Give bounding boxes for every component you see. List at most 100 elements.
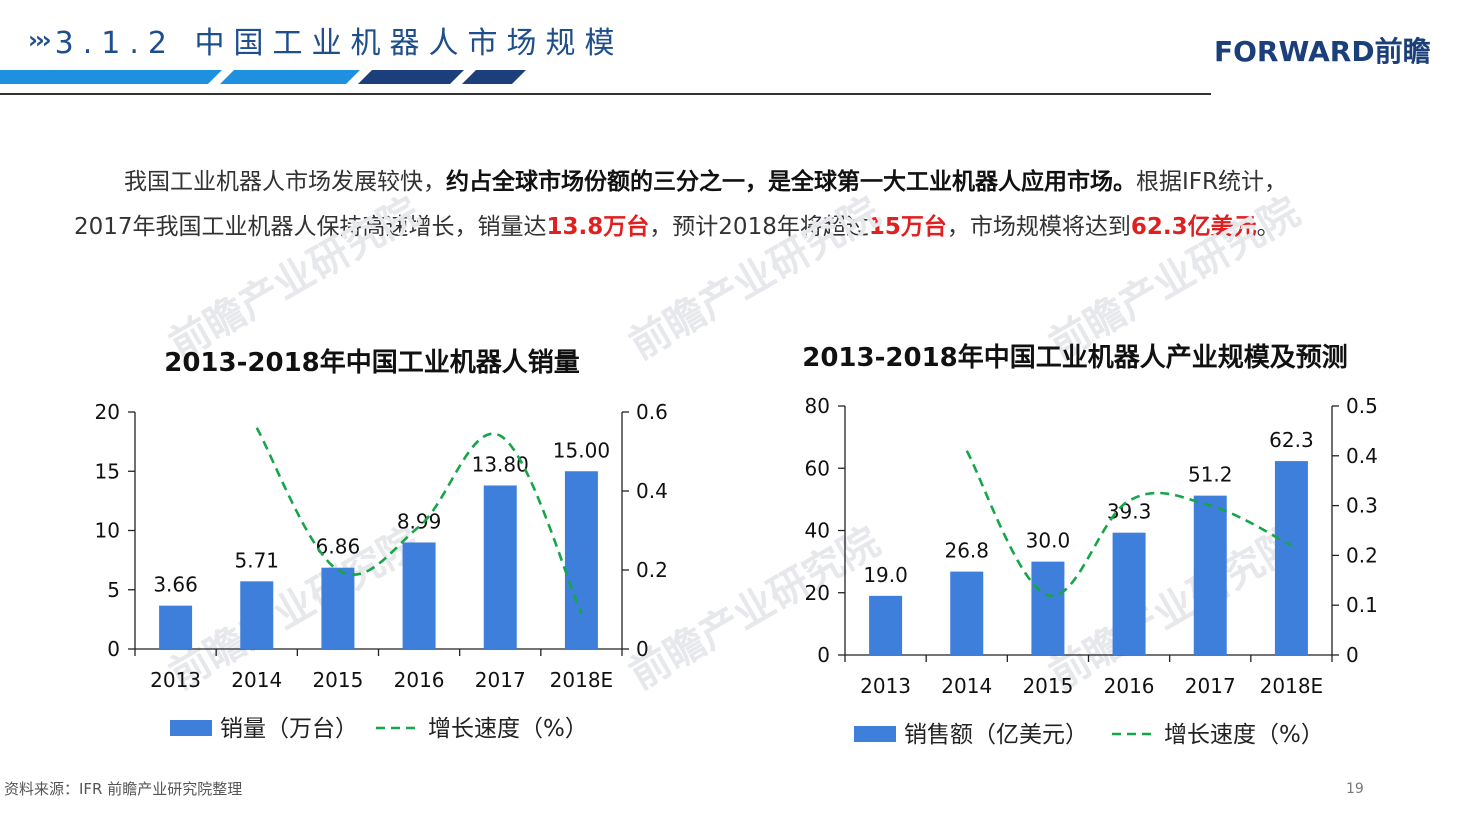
legend-bar-swatch: [170, 720, 212, 736]
watermark: 前瞻产业研究院: [622, 189, 887, 369]
bar: [321, 567, 355, 649]
bar: [564, 471, 598, 649]
y-tick-label: 10: [95, 519, 120, 543]
y-tick-label: 0: [107, 637, 120, 661]
chart-title: 2013-2018年中国工业机器人销量: [164, 347, 580, 378]
data-label: 13.80: [472, 452, 529, 476]
y2-tick-label: 0.2: [1346, 543, 1378, 567]
intro-highlight-red: 62.3亿美元: [1130, 214, 1257, 240]
x-tick-label: 2013: [860, 674, 911, 698]
bar: [869, 595, 903, 655]
x-tick-label: 2016: [1104, 674, 1155, 698]
intro-text: ，市场规模将达到: [946, 214, 1131, 240]
data-label: 5.71: [234, 548, 279, 572]
data-label: 8.99: [397, 509, 442, 533]
y-tick-label: 5: [107, 578, 120, 602]
data-label: 30.0: [1026, 529, 1071, 553]
watermark-text: 前瞻产业研究院: [1042, 189, 1307, 369]
intro-paragraph: 我国工业机器人市场发展较快，约占全球市场份额的三分之一，是全球第一大工业机器人应…: [74, 160, 1404, 250]
intro-text: 根据IFR统计，: [1136, 169, 1287, 195]
page-number: 19: [1346, 781, 1364, 797]
intro-text: 。: [1256, 214, 1280, 240]
brand-logo: FORWARD前瞻: [1214, 35, 1431, 68]
y-tick-label: 80: [805, 394, 830, 418]
legend: 销量（万台） 增长速度（%）: [170, 716, 588, 742]
x-tick-label: 2017: [475, 668, 526, 692]
watermark: 前瞻产业研究院: [162, 189, 427, 369]
y-tick-label: 0: [817, 643, 830, 667]
bar: [483, 485, 517, 649]
watermark: 前瞻产业研究院: [622, 519, 887, 699]
legend-bar-label: 销量（万台）: [220, 716, 358, 742]
x-tick-label: 2018E: [1260, 674, 1324, 698]
x-tick-label: 2018E: [550, 668, 614, 692]
x-tick-label: 2015: [312, 668, 363, 692]
y-tick-label: 20: [805, 581, 830, 605]
header-divider: [0, 93, 1211, 95]
y2-tick-label: 0.3: [1346, 494, 1378, 518]
y-tick-label: 60: [805, 456, 830, 480]
bar: [1112, 532, 1146, 655]
data-label: 15.00: [553, 438, 610, 462]
legend-bar-swatch: [854, 726, 896, 742]
bar: [159, 605, 193, 649]
x-tick-label: 2015: [1022, 674, 1073, 698]
legend-bar-label: 销售额（亿美元）: [904, 722, 1088, 748]
y2-tick-label: 0: [636, 637, 649, 661]
data-label: 26.8: [944, 539, 989, 563]
watermark-text: 前瞻产业研究院: [162, 519, 427, 699]
intro-text: ，预计2018年将超过: [649, 214, 869, 240]
chart-1: 2013-2018年中国工业机器人销量 0 5 10 15 20 0 0.2 0.4 0.6 201…: [95, 347, 668, 742]
y-tick-label: 40: [805, 519, 830, 543]
bar: [1193, 495, 1227, 655]
x-tick-label: 2017: [1185, 674, 1236, 698]
source-note: 资料来源：IFR 前瞻产业研究院整理: [4, 780, 243, 798]
y2-tick-label: 0.5: [1346, 394, 1378, 418]
chart-title: 2013-2018年中国工业机器人产业规模及预测: [802, 342, 1348, 373]
watermark-text: 前瞻产业研究院: [1042, 519, 1307, 699]
bar: [1274, 461, 1308, 655]
chart-2: 2013-2018年中国工业机器人产业规模及预测 0 20 40 60 80 0 0.1 0.2…: [802, 342, 1378, 748]
legend-line-label: 增长速度（%）: [1164, 722, 1324, 748]
y2-tick-label: 0.2: [636, 558, 668, 582]
x-tick-label: 2013: [150, 668, 201, 692]
watermark: 前瞻产业研究院: [1042, 519, 1307, 699]
slide-title: 3.1.2 中国工业机器人市场规模: [54, 26, 624, 61]
chevron-icon: ›››: [28, 26, 52, 54]
slide-title-bar: ››› 3.1.2 中国工业机器人市场规模: [28, 18, 624, 62]
y2-tick-label: 0: [1346, 643, 1359, 667]
x-tick-label: 2014: [941, 674, 992, 698]
y2-tick-label: 0.6: [636, 400, 668, 424]
bar: [240, 581, 274, 649]
growth-line: [965, 450, 1292, 597]
watermark: 前瞻产业研究院: [162, 519, 427, 699]
growth-line: [255, 427, 583, 614]
intro-text: 2017年我国工业机器人保持高速增长，销量达: [74, 214, 547, 240]
bar: [950, 571, 984, 655]
y-tick-label: 15: [95, 459, 120, 483]
data-label: 62.3: [1269, 428, 1314, 452]
y2-tick-label: 0.1: [1346, 593, 1378, 617]
intro-highlight-red: 15万台: [868, 214, 947, 240]
intro-highlight-red: 13.8万台: [546, 214, 650, 240]
intro-highlight: 约占全球市场份额的三分之一，是全球第一大工业机器人应用市场。: [446, 169, 1136, 195]
x-tick-label: 2014: [231, 668, 282, 692]
bar: [1031, 561, 1065, 655]
watermark: 前瞻产业研究院: [1042, 189, 1307, 369]
watermark-text: 前瞻产业研究院: [162, 189, 427, 369]
legend: 销售额（亿美元） 增长速度（%）: [854, 722, 1324, 748]
watermark-text: 前瞻产业研究院: [622, 189, 887, 369]
data-label: 3.66: [153, 573, 198, 597]
y2-tick-label: 0.4: [636, 479, 668, 503]
y2-tick-label: 0.4: [1346, 444, 1378, 468]
legend-line-label: 增长速度（%）: [428, 716, 588, 742]
bar: [402, 542, 436, 649]
data-label: 39.3: [1107, 500, 1152, 524]
watermark-text: 前瞻产业研究院: [622, 519, 887, 699]
data-label: 19.0: [863, 563, 908, 587]
data-label: 51.2: [1188, 463, 1233, 487]
y-tick-label: 20: [95, 400, 120, 424]
intro-text: 我国工业机器人市场发展较快，: [124, 169, 446, 195]
header-stripes: [0, 70, 526, 84]
